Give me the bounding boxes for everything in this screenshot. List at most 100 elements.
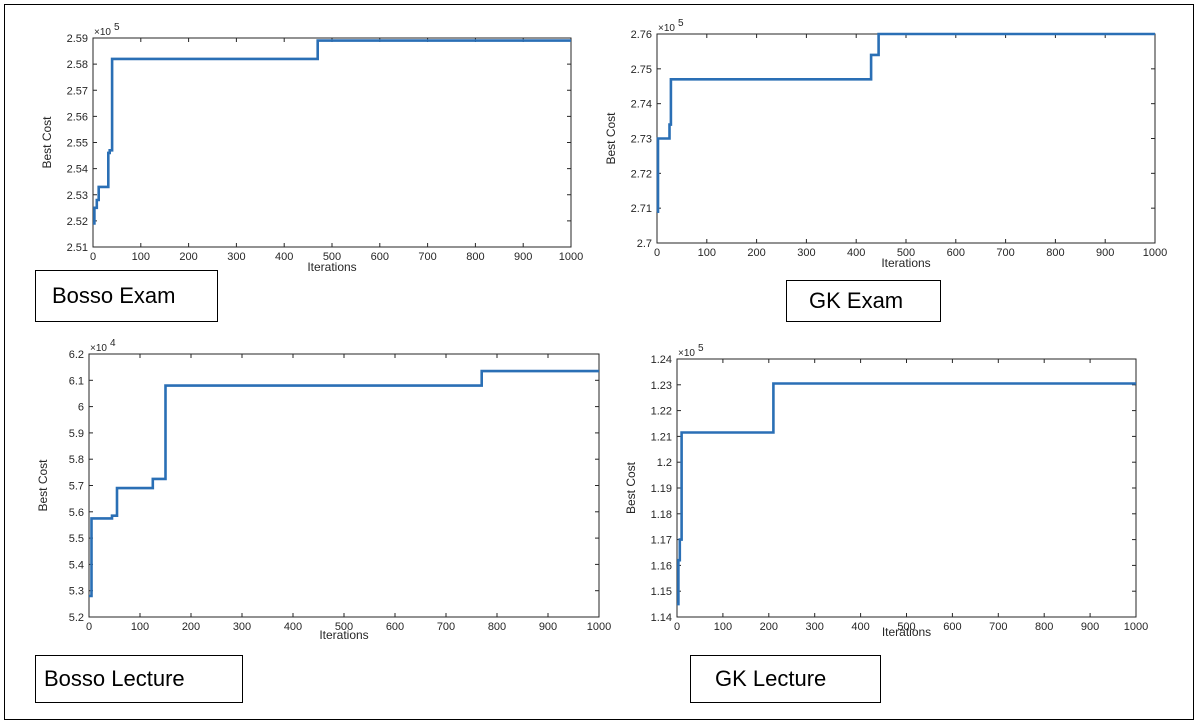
caption-gk-lecture: GK Lecture [690, 655, 881, 703]
x-tick-label: 900 [1096, 247, 1114, 259]
x-tick-label: 500 [323, 251, 341, 263]
y-axis-label: Best Cost [624, 461, 638, 514]
y-exponent-label: ×10 [94, 27, 111, 38]
y-tick-label: 5.2 [69, 612, 84, 624]
x-tick-label: 200 [182, 621, 200, 633]
x-axis-label: Iterations [882, 625, 931, 639]
x-tick-label: 600 [386, 621, 404, 633]
y-tick-label: 2.54 [67, 164, 88, 176]
x-tick-label: 1000 [559, 251, 583, 263]
y-tick-label: 1.14 [651, 612, 672, 624]
y-tick-label: 5.8 [69, 454, 84, 466]
y-tick-label: 2.51 [67, 242, 88, 254]
y-tick-label: 2.74 [631, 99, 652, 111]
y-tick-label: 1.17 [651, 535, 672, 547]
plot-area [88, 353, 600, 618]
x-tick-label: 400 [284, 621, 302, 633]
x-tick-label: 800 [466, 251, 484, 263]
x-tick-label: 0 [674, 621, 680, 633]
x-tick-label: 200 [760, 621, 778, 633]
y-exponent-power: 5 [114, 22, 120, 33]
y-tick-label: 2.72 [631, 168, 652, 180]
y-tick-label: 2.59 [67, 33, 88, 45]
y-tick-label: 2.7 [637, 238, 652, 250]
x-tick-label: 1000 [1124, 621, 1148, 633]
x-tick-label: 400 [275, 251, 293, 263]
y-tick-label: 1.19 [651, 483, 672, 495]
x-tick-label: 300 [797, 247, 815, 259]
y-tick-label: 1.15 [651, 586, 672, 598]
x-tick-label: 0 [90, 251, 96, 263]
caption-bosso-exam: Bosso Exam [35, 270, 218, 322]
x-tick-label: 800 [1046, 247, 1064, 259]
y-tick-label: 1.18 [651, 509, 672, 521]
y-tick-label: 1.2 [657, 457, 672, 469]
y-tick-label: 2.56 [67, 111, 88, 123]
y-tick-label: 2.76 [631, 29, 652, 41]
y-exponent-label: ×10 [678, 348, 695, 359]
x-tick-label: 100 [131, 621, 149, 633]
x-tick-label: 0 [86, 621, 92, 633]
x-tick-label: 200 [179, 251, 197, 263]
x-tick-label: 600 [947, 247, 965, 259]
y-exponent-power: 5 [678, 18, 684, 29]
y-axis-label: Best Cost [40, 116, 54, 169]
x-tick-label: 1000 [1143, 247, 1167, 259]
x-tick-label: 600 [943, 621, 961, 633]
plot-area [92, 37, 572, 248]
y-tick-label: 2.71 [631, 203, 652, 215]
y-tick-label: 5.6 [69, 507, 84, 519]
x-tick-label: 800 [488, 621, 506, 633]
y-tick-label: 2.75 [631, 64, 652, 76]
x-tick-label: 200 [747, 247, 765, 259]
caption-gk-exam: GK Exam [786, 280, 941, 322]
x-tick-label: 300 [806, 621, 824, 633]
x-tick-label: 700 [418, 251, 436, 263]
chart-4: 0 100 200 300 400 500 600 700 800 900 1000 1.14 1.15… [624, 343, 1148, 639]
plot-area [676, 358, 1137, 618]
x-tick-label: 400 [851, 621, 869, 633]
x-tick-label: 400 [847, 247, 865, 259]
x-tick-label: 500 [335, 621, 353, 633]
y-tick-label: 2.55 [67, 138, 88, 150]
x-tick-label: 900 [1081, 621, 1099, 633]
x-tick-label: 600 [371, 251, 389, 263]
series-line [93, 39, 571, 225]
x-tick-label: 700 [996, 247, 1014, 259]
y-tick-label: 1.23 [651, 380, 672, 392]
chart-2: 0 100 200 300 400 500 600 700 800 900 1000 2.7 2.71 2… [604, 18, 1167, 270]
y-tick-label: 5.7 [69, 481, 84, 493]
x-tick-label: 500 [897, 247, 915, 259]
y-tick-label: 5.4 [69, 559, 84, 571]
y-axis-label: Best Cost [604, 112, 618, 165]
y-exponent-power: 5 [698, 343, 704, 354]
x-tick-label: 900 [539, 621, 557, 633]
y-tick-label: 1.21 [651, 431, 672, 443]
series-line [89, 369, 599, 598]
x-axis-label: Iterations [307, 260, 356, 274]
y-tick-label: 2.58 [67, 59, 88, 71]
y-tick-label: 2.53 [67, 190, 88, 202]
y-tick-label: 5.9 [69, 428, 84, 440]
y-tick-label: 6.2 [69, 349, 84, 361]
y-tick-label: 2.73 [631, 134, 652, 146]
y-tick-label: 1.22 [651, 406, 672, 418]
y-tick-label: 2.57 [67, 85, 88, 97]
x-tick-label: 300 [227, 251, 245, 263]
y-tick-label: 1.16 [651, 560, 672, 572]
figure-frame [4, 4, 1194, 720]
x-axis-label: Iterations [319, 628, 368, 642]
y-tick-label: 6 [78, 402, 84, 414]
y-tick-label: 5.3 [69, 586, 84, 598]
y-exponent-label: ×10 [658, 23, 675, 34]
x-tick-label: 0 [654, 247, 660, 259]
x-tick-label: 800 [1035, 621, 1053, 633]
x-tick-label: 100 [714, 621, 732, 633]
x-tick-label: 1000 [587, 621, 611, 633]
x-tick-label: 700 [437, 621, 455, 633]
x-tick-label: 900 [514, 251, 532, 263]
series-line [677, 382, 1136, 606]
x-tick-label: 100 [698, 247, 716, 259]
caption-bosso-lecture: Bosso Lecture [35, 655, 243, 703]
